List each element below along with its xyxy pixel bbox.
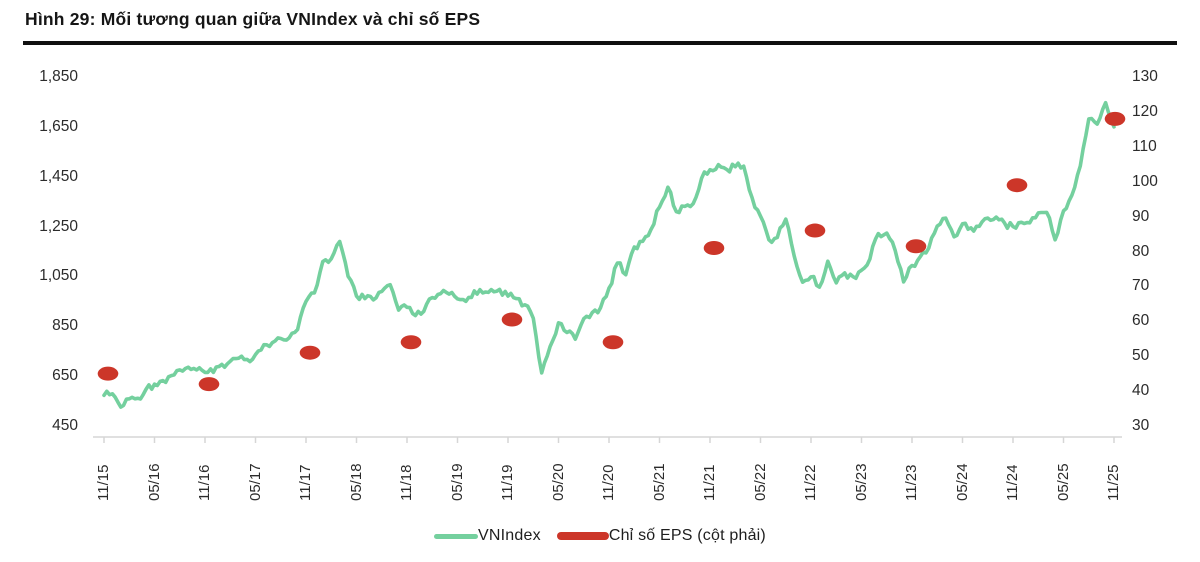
y-axis-right-tick-label: 120	[1132, 102, 1158, 120]
eps-data-dot	[198, 377, 220, 392]
y-axis-right-tick-label: 70	[1132, 277, 1150, 295]
y-axis-right-tick-label: 30	[1132, 417, 1150, 434]
legend-eps-label: Chỉ số EPS (cột phải)	[608, 527, 766, 544]
y-axis-left-tick-label: 1,450	[39, 167, 78, 185]
y-axis-right-tick-label: 110	[1132, 137, 1157, 155]
y-axis-right-tick-label: 40	[1132, 382, 1150, 400]
y-axis-right-tick-label: 130	[1132, 68, 1158, 85]
eps-data-dot	[905, 239, 927, 254]
y-axis-right-tick-label: 50	[1132, 347, 1150, 365]
legend-item-vnindex: VNIndex	[434, 527, 541, 545]
y-axis-left-tick-label: 450	[52, 417, 78, 434]
y-axis-left-tick-label: 1,850	[39, 68, 78, 85]
eps-data-dot	[400, 335, 422, 350]
legend-item-eps: Chỉ số EPS (cột phải)	[556, 527, 766, 545]
eps-dot-swatch-icon	[556, 532, 609, 540]
eps-data-dot	[299, 345, 321, 360]
vnindex-line-swatch-icon	[434, 533, 479, 539]
figure-title: Hình 29: Mối tương quan giữa VNIndex và …	[25, 9, 481, 29]
eps-data-dot	[1104, 111, 1126, 126]
vnindex-line	[102, 100, 1116, 409]
y-axis-left-tick-label: 1,050	[39, 267, 78, 285]
y-axis-left-tick-label: 850	[52, 317, 78, 335]
eps-data-dot	[804, 223, 826, 238]
legend-vnindex-label: VNIndex	[478, 527, 541, 544]
y-axis-right-tick-label: 60	[1132, 312, 1150, 330]
y-axis-left-tick-label: 1,250	[39, 217, 78, 235]
eps-data-dot	[703, 241, 725, 256]
eps-data-dot	[602, 335, 624, 350]
y-axis-right-tick-label: 100	[1132, 172, 1158, 190]
title-rule	[23, 41, 1177, 45]
y-axis-right-tick-label: 90	[1132, 207, 1150, 225]
y-axis-right-tick-label: 80	[1132, 242, 1150, 260]
legend: VNIndex Chỉ số EPS (cột phải)	[0, 527, 1200, 545]
eps-data-dot	[97, 366, 119, 381]
eps-data-dot	[1006, 178, 1028, 193]
eps-data-dot	[501, 312, 523, 327]
y-axis-left-tick-label: 650	[52, 367, 78, 385]
y-axis-left-tick-label: 1,650	[39, 117, 78, 135]
